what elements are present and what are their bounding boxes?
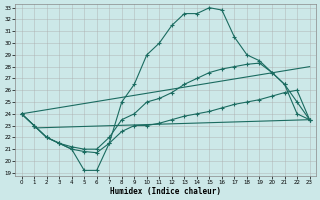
X-axis label: Humidex (Indice chaleur): Humidex (Indice chaleur) [110,187,221,196]
